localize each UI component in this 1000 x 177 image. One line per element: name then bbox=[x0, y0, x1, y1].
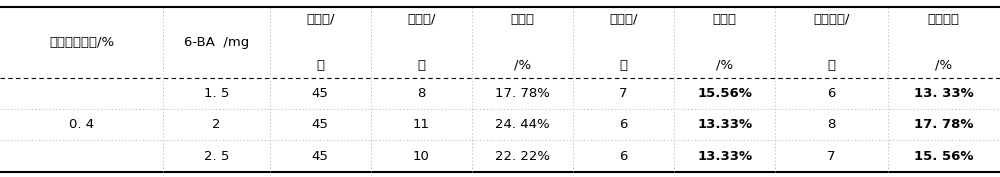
Text: 45: 45 bbox=[312, 87, 329, 100]
Text: 15.56%: 15.56% bbox=[697, 87, 752, 100]
Text: 处理数/: 处理数/ bbox=[306, 13, 334, 26]
Text: 8: 8 bbox=[827, 118, 836, 131]
Text: 正突变率: 正突变率 bbox=[928, 13, 960, 26]
Text: 13. 33%: 13. 33% bbox=[914, 87, 974, 100]
Text: 6: 6 bbox=[827, 87, 836, 100]
Text: 17. 78%: 17. 78% bbox=[914, 118, 974, 131]
Text: 1. 5: 1. 5 bbox=[204, 87, 229, 100]
Text: 7: 7 bbox=[827, 150, 836, 162]
Text: 10: 10 bbox=[413, 150, 430, 162]
Text: 24. 44%: 24. 44% bbox=[495, 118, 550, 131]
Text: 11: 11 bbox=[413, 118, 430, 131]
Text: /%: /% bbox=[716, 59, 733, 72]
Text: 变异数/: 变异数/ bbox=[407, 13, 436, 26]
Text: 个: 个 bbox=[827, 59, 835, 72]
Text: 17. 78%: 17. 78% bbox=[495, 87, 550, 100]
Text: 2: 2 bbox=[212, 118, 221, 131]
Text: 13.33%: 13.33% bbox=[697, 118, 752, 131]
Text: 个: 个 bbox=[417, 59, 425, 72]
Text: 正突变数/: 正突变数/ bbox=[813, 13, 850, 26]
Text: 7: 7 bbox=[619, 87, 628, 100]
Text: /%: /% bbox=[514, 59, 531, 72]
Text: 6-BA  /mg: 6-BA /mg bbox=[184, 36, 249, 49]
Text: 致死率: 致死率 bbox=[713, 13, 737, 26]
Text: 8: 8 bbox=[417, 87, 426, 100]
Text: 15. 56%: 15. 56% bbox=[914, 150, 974, 162]
Text: 0. 4: 0. 4 bbox=[69, 118, 94, 131]
Text: 个: 个 bbox=[620, 59, 628, 72]
Text: /%: /% bbox=[935, 59, 952, 72]
Text: 枝: 枝 bbox=[316, 59, 324, 72]
Text: 13.33%: 13.33% bbox=[697, 150, 752, 162]
Text: 秋水仙碱浓度/%: 秋水仙碱浓度/% bbox=[49, 36, 114, 49]
Text: 致死数/: 致死数/ bbox=[609, 13, 638, 26]
Text: 2. 5: 2. 5 bbox=[204, 150, 229, 162]
Text: 45: 45 bbox=[312, 150, 329, 162]
Text: 22. 22%: 22. 22% bbox=[495, 150, 550, 162]
Text: 6: 6 bbox=[619, 118, 628, 131]
Text: 45: 45 bbox=[312, 118, 329, 131]
Text: 变异率: 变异率 bbox=[510, 13, 534, 26]
Text: 6: 6 bbox=[619, 150, 628, 162]
